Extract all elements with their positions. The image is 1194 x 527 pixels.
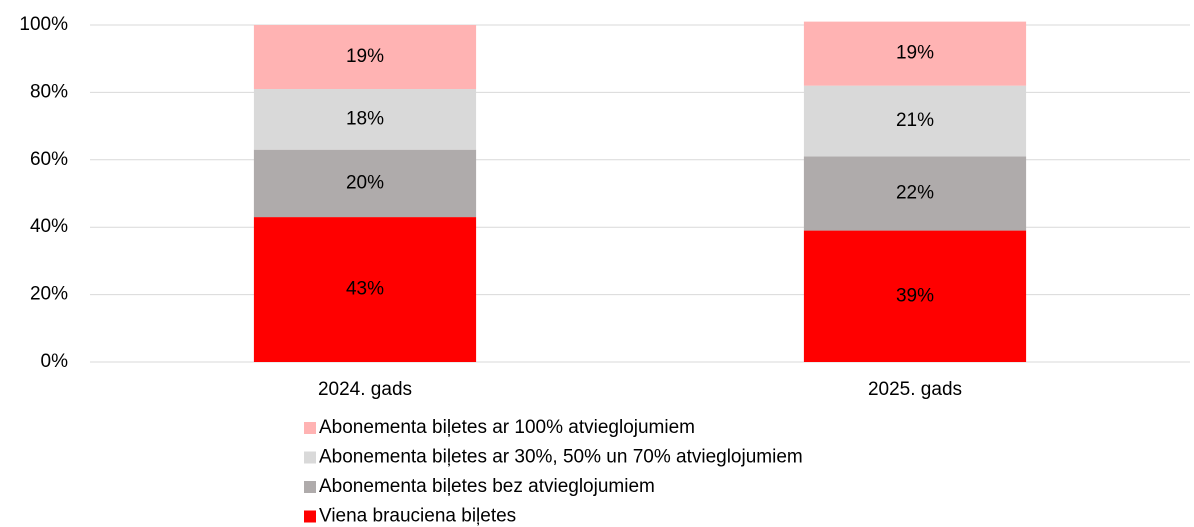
legend-label: Viena brauciena biļetes <box>319 506 516 527</box>
data-label: 20% <box>346 172 384 193</box>
data-label: 21% <box>896 110 934 131</box>
y-tick-label: 100% <box>19 14 68 35</box>
y-tick-label: 0% <box>41 351 69 372</box>
legend-swatch <box>304 451 316 464</box>
bar-segment <box>253 217 477 362</box>
legend-swatch <box>304 422 316 434</box>
y-tick-label: 20% <box>30 284 68 305</box>
bar-segment <box>803 21 1027 86</box>
data-label: 22% <box>896 183 934 204</box>
data-label: 39% <box>896 285 934 306</box>
bar-segment <box>253 25 477 90</box>
x-tick-label: 2025. gads <box>868 379 962 400</box>
bar-segment <box>803 156 1027 231</box>
data-label: 43% <box>346 279 384 300</box>
legend-label: Abonementa biļetes ar 30%, 50% un 70% at… <box>319 447 803 468</box>
legend-swatch <box>304 510 316 523</box>
y-tick-label: 80% <box>30 81 68 102</box>
legend-label: Abonementa biļetes bez atvieglojumiem <box>319 476 655 497</box>
data-label: 18% <box>346 108 384 129</box>
y-tick-label: 40% <box>30 216 68 237</box>
bar-segment <box>803 85 1027 157</box>
y-tick-label: 60% <box>30 149 68 170</box>
x-tick-label: 2024. gads <box>318 379 412 400</box>
bar-segment <box>253 89 477 150</box>
bar-segment <box>803 230 1027 362</box>
data-label: 19% <box>896 43 934 64</box>
legend-swatch <box>304 481 316 493</box>
legend-label: Abonementa biļetes ar 100% atvieglojumie… <box>319 417 695 438</box>
data-label: 19% <box>346 46 384 67</box>
bar-segment <box>253 149 477 218</box>
